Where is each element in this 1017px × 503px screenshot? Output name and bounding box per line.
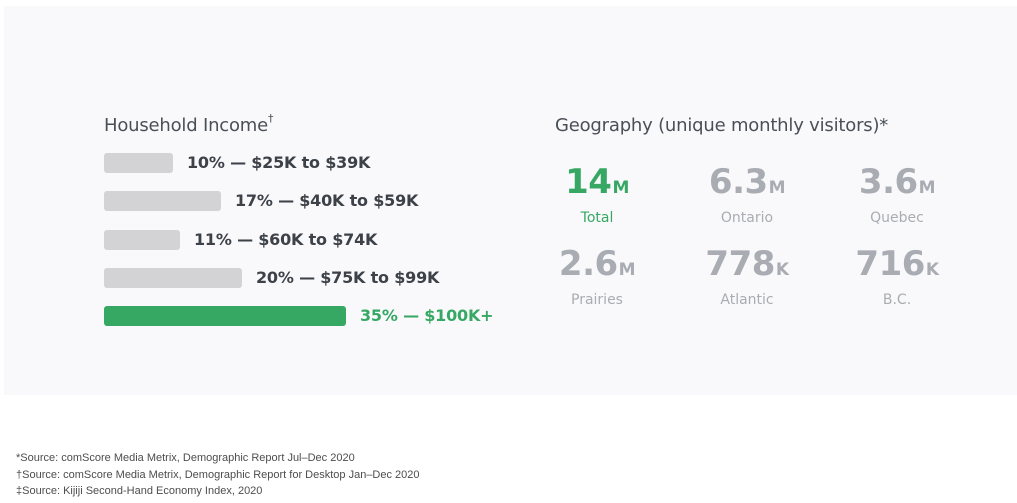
income-bar [104,191,221,211]
geo-stat-atlantic: 778K Atlantic [672,244,822,309]
geo-stat-value-line: 6.3M [672,162,822,208]
household-income-title: Household Income† [104,112,274,136]
footnote-comscore-desktop: †Source: comScore Media Metrix, Demograp… [16,468,420,481]
income-bar-row: 10% — $25K to $39K [104,153,524,173]
income-bar [104,268,242,288]
geo-stat-label: Atlantic [720,292,774,308]
geo-stat-value-line: 14M [522,162,672,208]
geo-stat-unit: K [925,260,939,280]
income-bar-label: 11% — $60K to $74K [194,230,378,249]
income-bar-label: 20% — $75K to $99K [256,268,440,287]
footnotes: *Source: comScore Media Metrix, Demograp… [16,450,420,500]
geo-stat-label: Quebec [870,210,924,226]
geo-stat-unit: M [768,178,786,198]
geo-stat-value-line: 716K [822,244,972,290]
geo-stat-unit: M [918,178,936,198]
income-bar-label: 17% — $40K to $59K [235,191,419,210]
footnote-kijiji-index: ‡Source: Kijiji Second-Hand Economy Inde… [16,485,263,497]
income-bar-label: 35% — $100K+ [360,306,494,325]
income-bar-row: 35% — $100K+ [104,306,524,326]
geo-stat-label: Ontario [720,210,774,226]
geo-stat-value-line: 2.6M [522,244,672,290]
income-bar-label: 10% — $25K to $39K [187,153,371,172]
income-bar [104,153,173,173]
income-bar-row: 17% — $40K to $59K [104,191,524,211]
geo-stat-unit: M [618,260,636,280]
geo-stat-label: Prairies [571,292,623,308]
geo-stat-number: 778 [705,244,775,284]
income-bar-row: 20% — $75K to $99K [104,268,524,288]
geo-stat-number: 14 [565,162,612,202]
geo-stat-unit: K [775,260,789,280]
geo-stat-number: 3.6 [858,162,918,202]
geo-stat-label: B.C. [882,292,912,308]
geo-stat-prairies: 2.6M Prairies [522,244,672,309]
geo-stat-quebec: 3.6M Quebec [822,162,972,227]
household-income-title-text: Household Income [104,115,269,136]
geo-stat-label: Total [580,210,614,226]
geo-stat-number: 2.6 [558,244,618,284]
geo-stat-unit: M [612,178,629,198]
income-bar-row: 11% — $60K to $74K [104,230,524,250]
geo-stat-value-line: 3.6M [822,162,972,208]
geo-stat-ontario: 6.3M Ontario [672,162,822,227]
geo-stat-b-c: 716K B.C. [822,244,972,309]
household-income-title-mark: † [268,112,274,125]
geography-title: Geography (unique monthly visitors)* [555,115,889,136]
footnote-comscore-demographic: *Source: comScore Media Metrix, Demograp… [16,452,355,464]
geo-stat-value-line: 778K [672,244,822,290]
geo-stat-number: 6.3 [708,162,768,202]
income-bar [104,306,346,326]
income-bar [104,230,180,250]
geo-stat-number: 716 [855,244,925,284]
geo-stat-total: 14M Total [522,162,672,227]
